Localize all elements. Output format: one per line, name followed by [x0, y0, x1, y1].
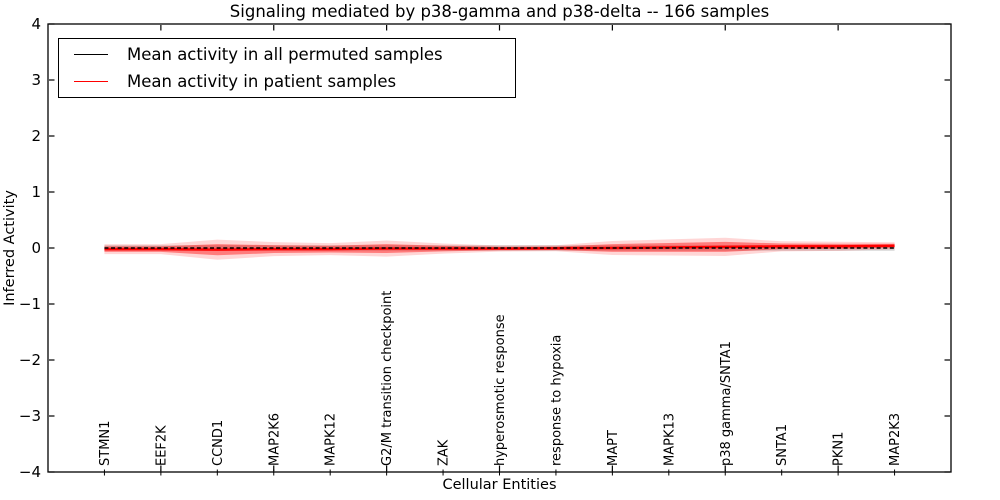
legend: Mean activity in all permuted samples Me…	[58, 38, 516, 98]
x-category-label: MAPK12	[324, 413, 339, 466]
x-category-label: SNTA1	[775, 424, 790, 466]
x-category-label: MAPK13	[662, 413, 677, 466]
x-category-label: MAPT	[606, 430, 621, 466]
x-category-label: hyperosmotic response	[493, 314, 508, 466]
y-tick-label: −4	[19, 463, 41, 481]
series-lines	[104, 244, 895, 251]
y-tick-label: 0	[31, 239, 41, 257]
legend-line-permuted	[74, 54, 108, 55]
legend-line-patient	[74, 81, 108, 82]
y-tick-label: 3	[31, 71, 41, 89]
x-category-label: CCND1	[211, 420, 226, 466]
x-category-label: MAP2K6	[267, 413, 282, 466]
y-tick-labels: 4 3 2 1 0 −1 −2 −3 −4	[19, 15, 41, 481]
x-axis-label: Cellular Entities	[442, 477, 557, 493]
x-category-label: STMN1	[98, 421, 113, 466]
x-category-label: EEF2K	[154, 425, 169, 466]
legend-label: Mean activity in patient samples	[127, 72, 397, 91]
y-tick-label: 2	[31, 127, 41, 145]
series-patient-line	[104, 244, 895, 251]
x-category-label: response to hypoxia	[549, 335, 564, 466]
legend-item-patient: Mean activity in patient samples	[59, 69, 515, 95]
x-category-label: PKN1	[832, 432, 847, 466]
y-tick-label: −3	[19, 407, 41, 425]
x-category-labels: STMN1 EEF2K CCND1 MAP2K6 MAPK12 G2/M tra…	[98, 291, 903, 466]
axis-ticks	[49, 23, 950, 476]
x-category-label: G2/M transition checkpoint	[380, 291, 395, 466]
chart-title: Signaling mediated by p38-gamma and p38-…	[229, 2, 770, 21]
x-category-label: MAP2K3	[888, 413, 903, 466]
x-category-label: p38 gamma/SNTA1	[719, 341, 734, 466]
y-tick-label: −2	[19, 351, 41, 369]
x-category-label: ZAK	[437, 439, 452, 466]
y-tick-label: 1	[31, 183, 41, 201]
y-axis-label: Inferred Activity	[2, 190, 18, 306]
legend-item-permuted: Mean activity in all permuted samples	[59, 42, 515, 68]
y-tick-label: −1	[19, 295, 41, 313]
y-tick-label: 4	[31, 15, 41, 33]
legend-label: Mean activity in all permuted samples	[127, 45, 443, 64]
